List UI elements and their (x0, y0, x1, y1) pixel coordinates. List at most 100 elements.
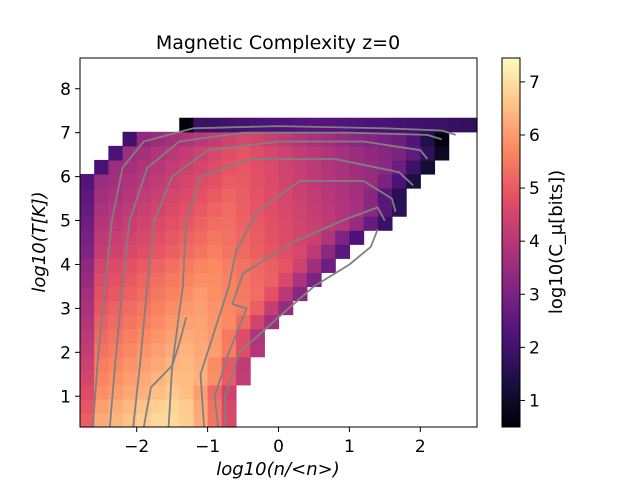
heatmap-cell (94, 398, 109, 414)
contour-line (199, 180, 397, 428)
heatmap-cell (406, 173, 421, 189)
heatmap-cell (136, 145, 152, 161)
x-tick-label: 1 (344, 437, 355, 457)
heatmap-cell (193, 272, 209, 288)
heatmap-cell (221, 117, 237, 133)
heatmap-cell (264, 300, 280, 316)
heatmap-cell (94, 300, 109, 316)
heatmap-cell (292, 188, 308, 203)
heatmap-cell (335, 244, 350, 259)
colorbar-tick-label: 7 (529, 73, 540, 93)
heatmap-cell (136, 370, 152, 386)
heatmap-cell (250, 286, 265, 302)
heatmap-cell (150, 412, 166, 428)
x-tick-label: −2 (124, 437, 149, 457)
y-tick-label: 7 (60, 124, 71, 144)
heatmap-cell (335, 145, 350, 161)
heatmap-cell (150, 370, 166, 386)
contour-line (108, 131, 442, 428)
heatmap-cell (377, 117, 393, 133)
heatmap-cell (278, 188, 294, 203)
heatmap-cell (108, 230, 124, 245)
heatmap-cell (250, 117, 265, 133)
heatmap-cell (264, 286, 280, 302)
heatmap-cell (250, 272, 265, 288)
heatmap-cell (179, 398, 195, 414)
heatmap-cell (321, 131, 336, 147)
heatmap-cell (193, 314, 209, 330)
heatmap-cell (235, 328, 251, 344)
heatmap-cell (136, 159, 152, 175)
heatmap-cell (377, 159, 393, 175)
heatmap-cell (264, 117, 280, 133)
heatmap-cell (250, 159, 265, 175)
heatmap-cell (207, 188, 223, 203)
heatmap-cell (292, 131, 308, 147)
heatmap-cell (150, 173, 166, 189)
heatmap-cell (221, 244, 237, 259)
heatmap-cell (80, 412, 95, 428)
heatmap-cell (80, 342, 95, 358)
heatmap-cell (108, 328, 124, 344)
heatmap-cell (122, 244, 138, 259)
heatmap-cell (122, 230, 138, 245)
heatmap-cell (193, 286, 209, 302)
heatmap-cell (193, 258, 209, 273)
heatmap-cell (136, 131, 152, 147)
heatmap-cell (349, 145, 365, 161)
heatmap-cell (292, 272, 308, 288)
heatmap-cell (221, 145, 237, 161)
y-tick-label: 2 (60, 343, 71, 363)
heatmap-cell (165, 216, 180, 231)
heatmap-cell (391, 117, 407, 133)
heatmap-cell (335, 202, 350, 217)
heatmap-cell (179, 131, 195, 147)
heatmap-cell (193, 145, 209, 161)
heatmap-cell (108, 244, 124, 259)
heatmap-cell (250, 188, 265, 203)
contour-line (167, 158, 414, 428)
heatmap-cell (292, 159, 308, 175)
heatmap-cell (278, 145, 294, 161)
heatmap-cell (207, 384, 223, 400)
heatmap-cell (264, 244, 280, 259)
heatmap-cell (235, 258, 251, 273)
heatmap-cell (391, 188, 407, 203)
heatmap-cell (221, 216, 237, 231)
heatmap-cell (150, 314, 166, 330)
heatmap-cell (292, 244, 308, 259)
colorbar (501, 57, 521, 428)
heatmap-cell (363, 188, 379, 203)
heatmap-cell (108, 384, 124, 400)
colorbar-tick-label: 4 (529, 232, 540, 252)
y-axis: 1 2 3 4 5 6 7 8 (60, 80, 80, 407)
heatmap-cell (150, 258, 166, 273)
heatmap-cell (193, 342, 209, 358)
heatmap-cell (221, 202, 237, 217)
x-tick-label: 0 (273, 437, 284, 457)
heatmap-cell (207, 272, 223, 288)
heatmap-cell (165, 384, 180, 400)
heatmap-cell (80, 202, 95, 217)
heatmap-cell (193, 328, 209, 344)
heatmap-cell (80, 314, 95, 330)
heatmap-cell (150, 244, 166, 259)
heatmap-cell (363, 216, 379, 231)
chart-title: Magnetic Complexity z=0 (156, 32, 400, 54)
heatmap-cell (207, 117, 223, 133)
heatmap-cell (278, 300, 294, 316)
heatmap-cell (108, 258, 124, 273)
heatmap-cell (207, 300, 223, 316)
heatmap-cell (278, 244, 294, 259)
heatmap-cell (235, 202, 251, 217)
contour-line (91, 125, 456, 428)
heatmap-cell (250, 300, 265, 316)
heatmap-cell (448, 117, 464, 133)
heatmap-cell (264, 145, 280, 161)
heatmap-cell (193, 230, 209, 245)
heatmap-cell (278, 202, 294, 217)
heatmap-cell (165, 314, 180, 330)
heatmap-cell (80, 328, 95, 344)
y-tick-label: 6 (60, 168, 71, 188)
